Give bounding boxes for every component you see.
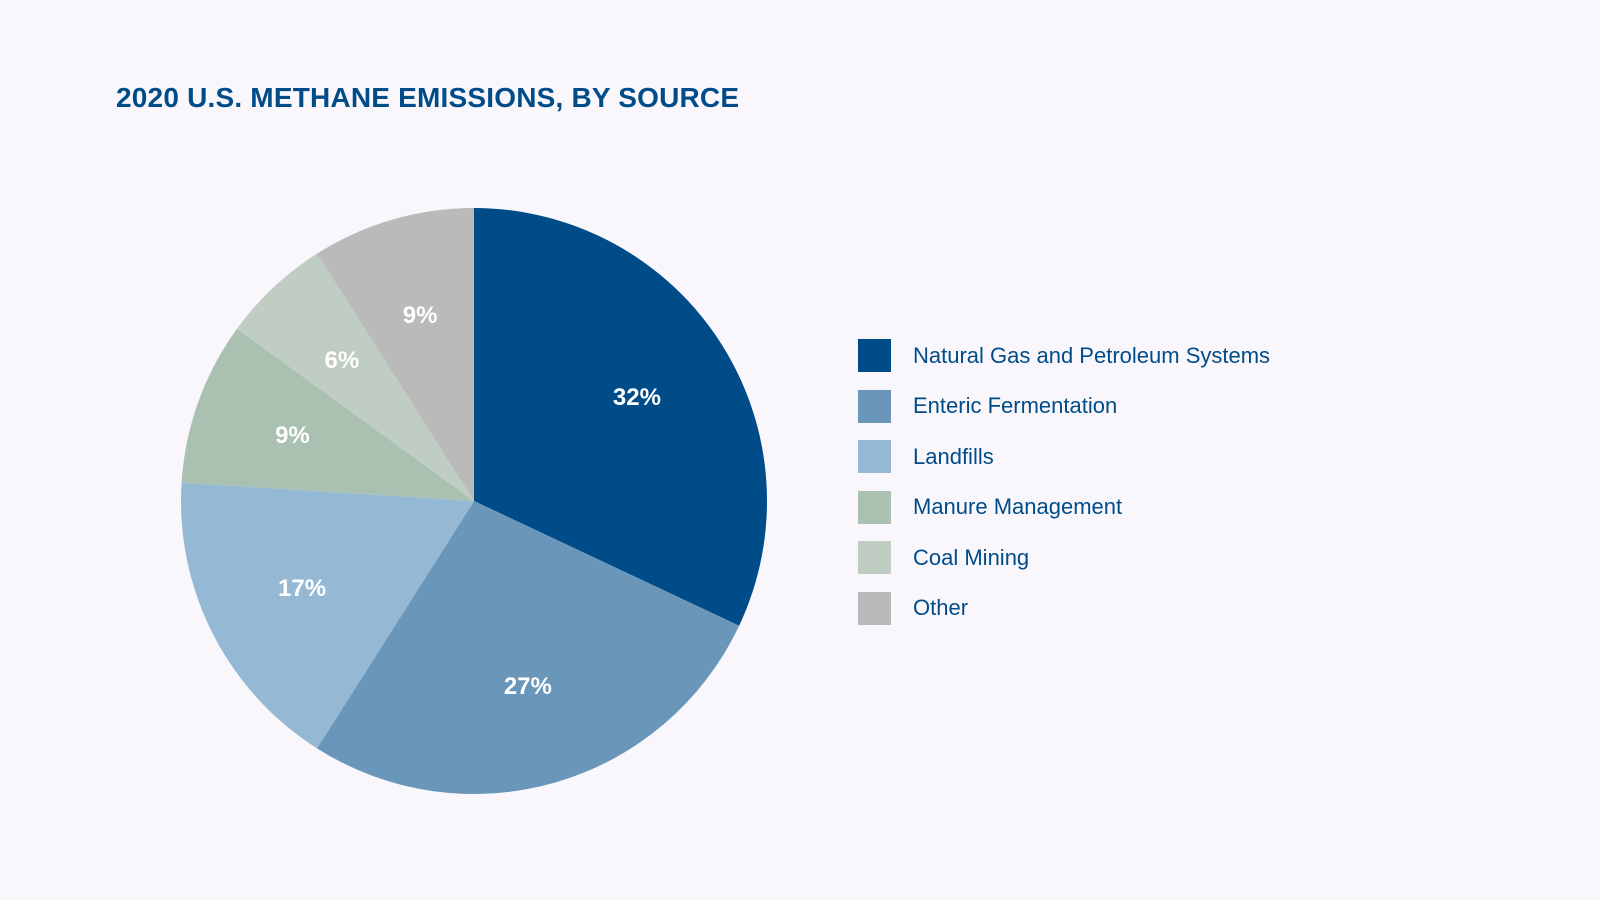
data-label-natural-gas-and-petroleum-systems: 32% — [613, 384, 661, 411]
pie-slice-landfills — [181, 482, 474, 749]
data-label-enteric-fermentation: 27% — [504, 673, 552, 700]
data-label-coal-mining: 6% — [325, 347, 360, 374]
pie-slice-manure-management — [181, 328, 474, 501]
pie-slice-enteric-fermentation — [317, 501, 740, 794]
legend-swatch — [858, 339, 891, 372]
legend-label: Landfills — [913, 443, 994, 469]
legend-item-coal-mining: Coal Mining — [858, 541, 1270, 575]
data-label-landfills: 17% — [278, 575, 326, 602]
legend-swatch — [858, 389, 891, 423]
data-label-other: 9% — [403, 302, 438, 329]
legend-label: Other — [913, 595, 969, 621]
legend-label: Enteric Fermentation — [913, 393, 1118, 419]
legend-label: Natural Gas and Petroleum Systems — [913, 342, 1271, 368]
pie-slice-natural-gas-and-petroleum-systems — [474, 208, 767, 626]
data-label-manure-management: 9% — [275, 422, 310, 449]
legend-swatch — [858, 591, 891, 625]
legend-item-manure-management: Manure Management — [858, 490, 1270, 524]
legend-item-other: Other — [858, 591, 1270, 625]
legend-swatch — [858, 541, 891, 575]
chart-title: 2020 U.S. METHANE EMISSIONS, BY SOURCE — [116, 82, 740, 113]
pie-slice-coal-mining — [236, 253, 474, 501]
legend-item-natural-gas-and-petroleum-systems: Natural Gas and Petroleum Systems — [858, 339, 1270, 372]
legend: Natural Gas and Petroleum Systems Enteric… — [858, 339, 1270, 643]
legend-label: Manure Management — [913, 494, 1123, 520]
pie-slice-other — [317, 208, 474, 501]
legend-item-enteric-fermentation: Enteric Fermentation — [858, 389, 1270, 423]
legend-label: Coal Mining — [913, 544, 1030, 570]
legend-swatch — [858, 440, 891, 474]
legend-swatch — [858, 490, 891, 524]
legend-item-landfills: Landfills — [858, 440, 1270, 474]
